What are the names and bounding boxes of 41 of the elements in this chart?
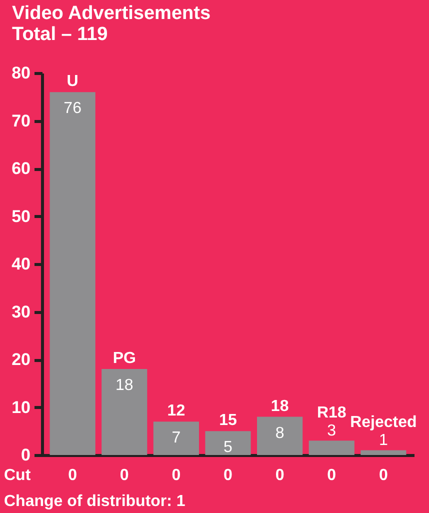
bar bbox=[205, 431, 251, 455]
y-tick-label: 60 bbox=[12, 159, 30, 178]
text: Change of distributor: 1 bbox=[4, 493, 186, 510]
text: 0 bbox=[224, 467, 233, 484]
bar bbox=[153, 422, 199, 455]
text: 0 bbox=[275, 467, 284, 484]
x-tick-label: 18 bbox=[270, 398, 289, 415]
y-tick-label: 40 bbox=[12, 254, 30, 274]
text: 0 bbox=[172, 467, 181, 484]
x-tick-label: Rejected bbox=[350, 414, 417, 432]
text: 0 bbox=[378, 467, 388, 484]
data-label: 1 bbox=[378, 432, 388, 450]
x-tick-label: PG bbox=[112, 350, 136, 368]
y-tick-label: 0 bbox=[21, 446, 30, 464]
text: 0 bbox=[68, 467, 78, 484]
bar bbox=[50, 92, 96, 455]
data-label: 7 bbox=[172, 430, 181, 447]
bar bbox=[360, 450, 406, 455]
data-label: 3 bbox=[327, 422, 336, 440]
x-tick-label: R18 bbox=[316, 404, 346, 422]
bar bbox=[257, 416, 303, 455]
y-tick-label: 80 bbox=[12, 64, 30, 82]
data-label: 8 bbox=[275, 424, 284, 442]
x-tick-label: 12 bbox=[167, 402, 186, 420]
y-tick-label: 10 bbox=[12, 398, 30, 417]
chart-title: Video Advertisements bbox=[12, 3, 211, 24]
bar bbox=[102, 369, 148, 455]
text: Cut bbox=[4, 467, 32, 484]
y-tick-label: 20 bbox=[12, 350, 30, 369]
data-label: 18 bbox=[115, 377, 134, 394]
bar bbox=[308, 440, 354, 455]
chart-subtitle: Total – 119 bbox=[12, 24, 108, 45]
text: 0 bbox=[327, 467, 336, 484]
data-label: 76 bbox=[64, 100, 82, 118]
y-tick-label: 50 bbox=[12, 206, 30, 226]
y-tick-label: 30 bbox=[12, 302, 30, 322]
x-tick-label: U bbox=[66, 73, 78, 90]
text: 0 bbox=[120, 467, 129, 484]
y-tick-label: 70 bbox=[12, 111, 30, 130]
data-label: 5 bbox=[224, 439, 233, 456]
x-tick-label: 15 bbox=[219, 412, 237, 430]
